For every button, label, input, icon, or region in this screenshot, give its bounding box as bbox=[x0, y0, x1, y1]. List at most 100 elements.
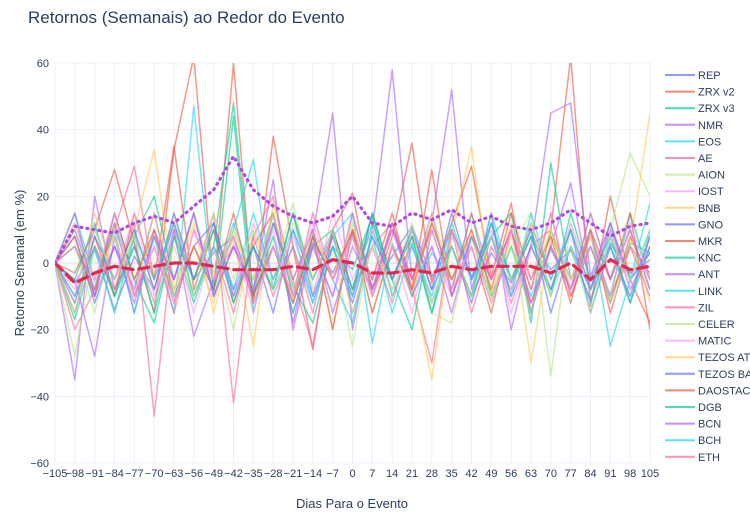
x-tick-label: 56 bbox=[505, 468, 517, 480]
y-tick-labels: −60 −40 −20 0 20 40 60 bbox=[30, 58, 49, 470]
y-tick-label: 40 bbox=[37, 125, 49, 137]
x-tick-label: 84 bbox=[584, 468, 596, 480]
y-tick-label: −20 bbox=[30, 325, 49, 337]
series-group bbox=[55, 63, 650, 418]
series-line bbox=[55, 212, 650, 304]
legend-item[interactable]: BCN bbox=[665, 419, 721, 431]
legend-item[interactable]: CELER bbox=[665, 319, 735, 331]
chart-title: Retornos (Semanais) ao Redor do Evento bbox=[28, 8, 345, 27]
legend-label: BNB bbox=[698, 203, 721, 215]
y-axis-label: Retorno Semanal (em %) bbox=[12, 190, 27, 337]
legend-label: AE bbox=[698, 153, 713, 165]
legend-item[interactable]: AE bbox=[665, 153, 713, 165]
legend-item[interactable]: KNC bbox=[665, 253, 721, 265]
series-line bbox=[55, 212, 650, 314]
series-line bbox=[55, 212, 650, 330]
legend-item[interactable]: ZIL bbox=[665, 302, 714, 314]
legend-item[interactable]: IOST bbox=[665, 186, 724, 198]
x-tick-label: −7 bbox=[326, 468, 339, 480]
legend-label: TEZOS ATH. bbox=[698, 352, 750, 364]
legend-label: MKR bbox=[698, 236, 723, 248]
legend-item[interactable]: GNO bbox=[665, 219, 724, 231]
legend-label: ZIL bbox=[698, 302, 714, 314]
legend-item[interactable]: ZRX v3 bbox=[665, 103, 735, 115]
x-tick-label: 14 bbox=[386, 468, 398, 480]
legend-label: ZRX v3 bbox=[698, 103, 735, 115]
y-tick-label: 20 bbox=[37, 191, 49, 203]
dashed-summary-line bbox=[55, 257, 650, 285]
x-tick-label: −63 bbox=[165, 468, 184, 480]
legend-label: DGB bbox=[698, 402, 722, 414]
legend: REP ZRX v2 ZRX v3 NMR EOS AE AION IOST BNB GNO MKR… bbox=[665, 70, 750, 464]
legend-label: AION bbox=[698, 170, 725, 182]
x-tick-label: 7 bbox=[369, 468, 375, 480]
series-line bbox=[55, 212, 650, 314]
legend-item[interactable]: DGB bbox=[665, 402, 722, 414]
legend-label: CELER bbox=[698, 319, 735, 331]
y-tick-label: 60 bbox=[37, 58, 49, 70]
x-tick-label: −49 bbox=[204, 468, 223, 480]
dotted-summary-line bbox=[55, 153, 650, 265]
legend-item[interactable]: NMR bbox=[665, 120, 723, 132]
legend-item[interactable]: TEZOS ATH. bbox=[665, 352, 750, 364]
y-tick-label: −40 bbox=[30, 391, 49, 403]
legend-item[interactable]: ANT bbox=[665, 269, 720, 281]
legend-item[interactable]: TEZOS BAB. bbox=[665, 369, 750, 381]
x-tick-label: −35 bbox=[244, 468, 263, 480]
legend-label: ETH bbox=[698, 452, 720, 464]
series-line bbox=[55, 212, 650, 314]
legend-item[interactable]: ZRX v2 bbox=[665, 87, 735, 99]
series-line bbox=[55, 212, 650, 314]
x-tick-label: 77 bbox=[565, 468, 577, 480]
legend-item[interactable]: MKR bbox=[665, 236, 723, 248]
series-line bbox=[55, 115, 650, 324]
x-tick-label: 63 bbox=[525, 468, 537, 480]
x-tick-label: −14 bbox=[303, 468, 322, 480]
legend-label: ZRX v2 bbox=[698, 87, 735, 99]
legend-label: EOS bbox=[698, 136, 721, 148]
x-tick-label: −42 bbox=[224, 468, 243, 480]
legend-label: TEZOS BAB. bbox=[698, 369, 750, 381]
legend-label: GNO bbox=[698, 219, 724, 231]
legend-item[interactable]: DAOSTACK bbox=[665, 385, 750, 397]
x-tick-label: −91 bbox=[85, 468, 104, 480]
legend-item[interactable]: EOS bbox=[665, 136, 721, 148]
legend-label: KNC bbox=[698, 253, 721, 265]
x-tick-label: 0 bbox=[349, 468, 355, 480]
x-tick-labels: −105−98 −91 −84 −77 −7 0 −63 −56 −49 −42 −35 −28 −21… bbox=[43, 468, 660, 480]
y-tick-label: 0 bbox=[43, 258, 49, 270]
x-tick-label: 21 bbox=[406, 468, 418, 480]
legend-label: MATIC bbox=[698, 336, 731, 348]
legend-item[interactable]: BCH bbox=[665, 435, 721, 447]
legend-label: REP bbox=[698, 70, 721, 82]
x-tick-label: 35 bbox=[446, 468, 458, 480]
x-tick-label: 42 bbox=[465, 468, 477, 480]
x-tick-label: −98 bbox=[65, 468, 84, 480]
grid bbox=[54, 62, 651, 464]
legend-label: DAOSTACK bbox=[698, 385, 750, 397]
legend-item[interactable]: AION bbox=[665, 170, 725, 182]
y-tick-label: −60 bbox=[30, 458, 49, 470]
x-tick-label: 28 bbox=[426, 468, 438, 480]
legend-item[interactable]: MATIC bbox=[665, 336, 731, 348]
legend-label: LINK bbox=[698, 286, 723, 298]
x-tick-label: −21 bbox=[284, 468, 303, 480]
legend-item[interactable]: LINK bbox=[665, 286, 723, 298]
x-tick-label: −56 bbox=[184, 468, 203, 480]
x-tick-label: −84 bbox=[105, 468, 124, 480]
x-tick-label: −77 bbox=[125, 468, 144, 480]
x-tick-label: −28 bbox=[264, 468, 283, 480]
summary-lines bbox=[55, 153, 650, 285]
legend-item[interactable]: ETH bbox=[665, 452, 720, 464]
x-tick-label: 49 bbox=[485, 468, 497, 480]
legend-label: ANT bbox=[698, 269, 720, 281]
x-tick-label: −105 bbox=[43, 468, 68, 480]
legend-item[interactable]: REP bbox=[665, 70, 721, 82]
legend-item[interactable]: BNB bbox=[665, 203, 721, 215]
x-tick-label: 98 bbox=[624, 468, 636, 480]
legend-label: BCH bbox=[698, 435, 721, 447]
legend-label: IOST bbox=[698, 186, 724, 198]
legend-label: BCN bbox=[698, 419, 721, 431]
x-axis-label: Dias Para o Evento bbox=[296, 496, 408, 511]
